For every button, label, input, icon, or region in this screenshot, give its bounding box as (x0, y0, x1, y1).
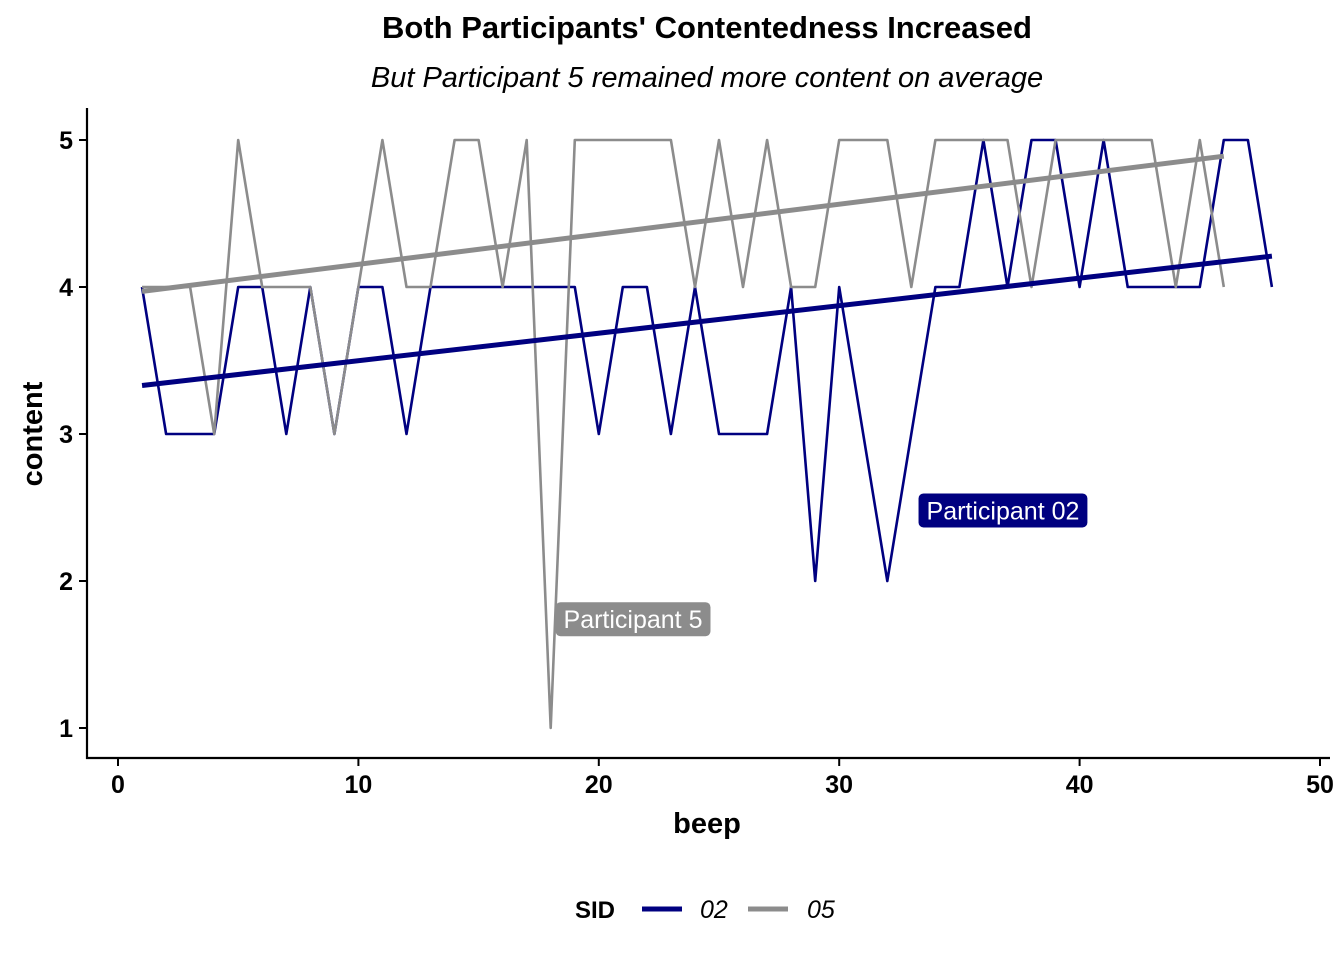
legend-label-05: 05 (807, 896, 835, 924)
trend-line-05 (141, 153, 1225, 294)
x-axis-title: beep (673, 808, 741, 840)
y-tick-label: 5 (59, 127, 73, 155)
chart-title: Both Participants' Contentedness Increas… (382, 10, 1032, 45)
series-label-02: Participant 02 (927, 497, 1080, 525)
y-tick-label: 1 (59, 715, 73, 743)
series-label-05: Participant 5 (564, 606, 703, 634)
x-tick-label: 50 (1306, 771, 1334, 799)
series-label-box-05 (555, 602, 711, 637)
axes: 0 10 20 30 40 50 1 2 3 4 5 (59, 108, 1334, 799)
x-tick-label: 10 (344, 771, 372, 799)
series-label-box-02 (918, 493, 1088, 528)
plot-area (140, 138, 1274, 730)
series-line-05 (142, 138, 1226, 730)
legend-title: SID (575, 897, 615, 924)
y-tick-label: 4 (59, 274, 73, 302)
trend-line-02 (141, 253, 1273, 388)
chart-subtitle: But Participant 5 remained more content … (371, 62, 1043, 94)
x-tick-label: 30 (825, 771, 853, 799)
annotations: Participant 02 Participant 5 (555, 493, 1088, 637)
y-tick-label: 3 (59, 421, 73, 449)
x-tick-label: 0 (111, 771, 125, 799)
x-tick-label: 40 (1066, 771, 1094, 799)
legend-label-02: 02 (700, 896, 728, 924)
x-tick-label: 20 (585, 771, 613, 799)
y-axis-title: content (17, 381, 49, 486)
y-tick-label: 2 (59, 568, 73, 596)
legend: SID 02 05 (575, 896, 835, 924)
